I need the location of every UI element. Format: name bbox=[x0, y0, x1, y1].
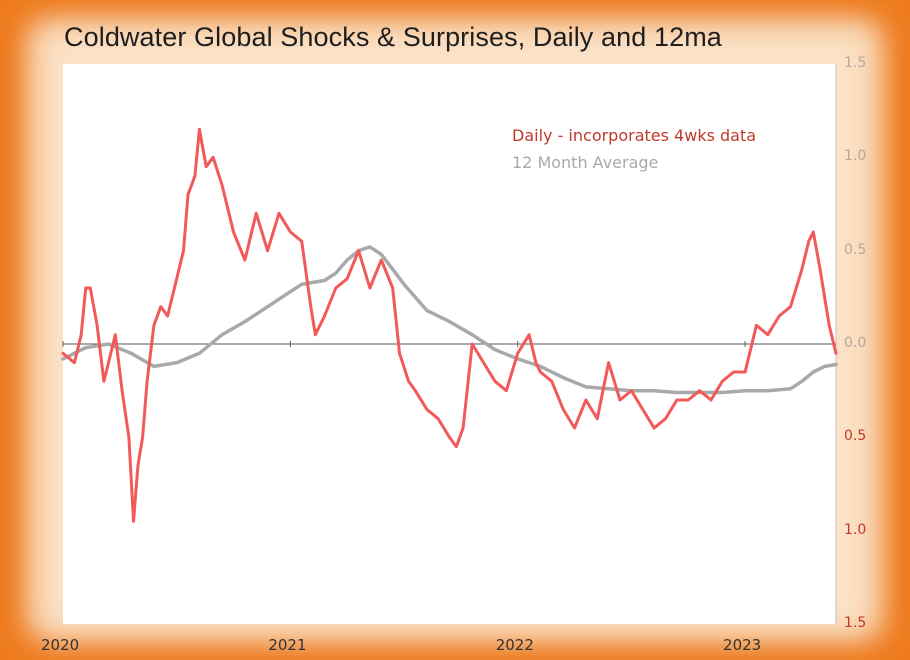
x-tick-label: 2021 bbox=[268, 636, 307, 654]
y-tick-label: 0.0 bbox=[844, 335, 867, 351]
y-tick-label: 0.5 bbox=[844, 241, 867, 258]
legend-12-month-average: 12 Month Average bbox=[512, 153, 659, 172]
y-tick-label: 1.5 bbox=[844, 615, 867, 631]
x-tick-label: 2020 bbox=[41, 636, 80, 654]
y-tick-label: 1.5 bbox=[844, 55, 867, 71]
x-tick-label: 2022 bbox=[495, 636, 534, 654]
legend-daily: Daily - incorporates 4wks data bbox=[512, 126, 757, 145]
daily-series-line bbox=[61, 127, 838, 523]
y-tick-label: 1.0 bbox=[844, 148, 867, 165]
chart-title: Coldwater Global Shocks & Surprises, Dai… bbox=[64, 22, 722, 52]
twelve-month-average-line bbox=[61, 245, 838, 395]
x-tick-label: 2023 bbox=[723, 636, 762, 654]
y-tick-label: 0.5 bbox=[844, 428, 867, 445]
y-tick-label: 1.0 bbox=[844, 521, 867, 538]
